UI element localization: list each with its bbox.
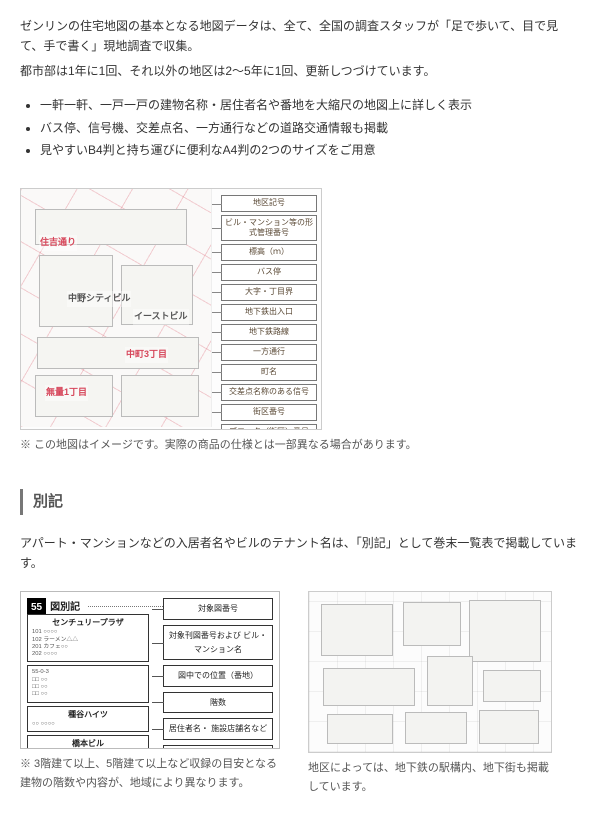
bekki-heading: 別記	[20, 489, 581, 515]
bekki-building-name: 種谷ハイツ	[32, 710, 144, 720]
map-legend-item: ビル・マンション等の形式管理番号	[221, 215, 317, 240]
station-figure	[308, 591, 552, 753]
map-legend-item: 大字・丁目界	[221, 284, 317, 301]
bekki-tag: 管理番号	[163, 745, 273, 749]
intro-block: ゼンリンの住宅地図の基本となる地図データは、全て、全国の調査スタッフが「足で歩い…	[20, 16, 581, 81]
bekki-building: センチュリープラザ101 ○○○○102 ラーメン△△201 カフェ○○202 …	[27, 614, 149, 662]
bekki-left-col: 55 図別記 センチュリープラザ101 ○○○○102 ラーメン△△201 カフ…	[20, 591, 280, 792]
map-legend-item: 地区記号	[221, 195, 317, 212]
bekki-buildings: センチュリープラザ101 ○○○○102 ラーメン△△201 カフェ○○202 …	[27, 614, 149, 749]
bekki-right-col: 地区によっては、地下鉄の駅構内、地下街も掲載しています。	[308, 591, 552, 796]
bekki-tag: 図中での位置（番地）	[163, 665, 273, 687]
bekki-columns: 55 図別記 センチュリープラザ101 ○○○○102 ラーメン△△201 カフ…	[20, 591, 581, 796]
intro-line1: ゼンリンの住宅地図の基本となる地図データは、全て、全国の調査スタッフが「足で歩い…	[20, 16, 581, 57]
bekki-tags: 対象図番号対象刊図番号および ビル・マンション名図中での位置（番地） 階数居住者名…	[163, 598, 273, 749]
map-figure-block: 住吉通り中野シティビルイーストビル中町3丁目無量1丁目 地区記号ビル・マンション…	[20, 188, 581, 455]
feature-list: 一軒一軒、一戸一戸の建物名称・居住者名や番地を大縮尺の地図上に詳しく表示バス停、…	[20, 95, 581, 160]
map-legend-item: ブロック（街区）番号	[221, 424, 317, 431]
bekki-tag: 対象刊図番号および ビル・マンション名	[163, 625, 273, 660]
map-area-label: 住吉通り	[39, 235, 77, 250]
bekki-building-line: □□ ○○	[32, 677, 144, 684]
map-caption: ※ この地図はイメージです。実際の商品の仕様とは一部異なる場合があります。	[20, 436, 581, 455]
map-block	[121, 375, 199, 417]
map-legend-item: 地下鉄路線	[221, 324, 317, 341]
bekki-building-line: 101 ○○○○	[32, 629, 144, 636]
map-legend-item: 一方通行	[221, 344, 317, 361]
map-legend-item: 地下鉄出入口	[221, 304, 317, 321]
map-legend-item: バス停	[221, 264, 317, 281]
bekki-building: 橋本ビル○○ ○○○○○○ ○○○○	[27, 735, 149, 749]
map-area-label: 中野シティビル	[67, 291, 131, 306]
map-legend: 地区記号ビル・マンション等の形式管理番号標高（ｍ） バス停大字・丁目界地下鉄出入口…	[221, 195, 317, 430]
bekki-building: 55-0-3□□ ○○□□ ○○□□ ○○	[27, 665, 149, 702]
bekki-building-name: 橋本ビル	[32, 739, 144, 749]
map-legend-item: 交差点名称のある信号	[221, 384, 317, 401]
bekki-figure: 55 図別記 センチュリープラザ101 ○○○○102 ラーメン△△201 カフ…	[20, 591, 280, 749]
bekki-building-line: ○○ ○○○○	[32, 721, 144, 728]
feature-item: 見やすいB4判と持ち運びに便利なA4判の2つのサイズをご用意	[40, 140, 581, 160]
bekki-building-line: □□ ○○	[32, 684, 144, 691]
bekki-tag: 居住者名・ 施設店舗名など	[163, 718, 273, 740]
feature-item: バス停、信号機、交差点名、一方通行などの道路交通情報も掲載	[40, 118, 581, 138]
bekki-building-line: 201 カフェ○○	[32, 644, 144, 651]
map-area-label: 中町3丁目	[125, 347, 168, 362]
bekki-building: 種谷ハイツ○○ ○○○○	[27, 706, 149, 732]
map-block	[37, 337, 199, 369]
intro-line2: 都市部は1年に1回、それ以外の地区は2～5年に1回、更新しつづけています。	[20, 61, 581, 81]
bekki-caption-right: 地区によっては、地下鉄の駅構内、地下街も掲載しています。	[308, 759, 550, 796]
feature-item: 一軒一軒、一戸一戸の建物名称・居住者名や番地を大縮尺の地図上に詳しく表示	[40, 95, 581, 115]
map-figure: 住吉通り中野シティビルイーストビル中町3丁目無量1丁目 地区記号ビル・マンション…	[20, 188, 322, 430]
map-area-label: 無量1丁目	[45, 385, 88, 400]
bekki-tag: 対象図番号	[163, 598, 273, 620]
map-legend-item: 町名	[221, 364, 317, 381]
bekki-building-line: 102 ラーメン△△	[32, 637, 144, 644]
bekki-caption-left: ※ 3階建て以上、5階建て以上など収録の目安となる建物の階数や内容が、地域により…	[20, 755, 280, 792]
bekki-building-line: 55-0-3	[32, 669, 144, 676]
bekki-tag: 階数	[163, 692, 273, 714]
bekki-desc: アパート・マンションなどの入居者名やビルのテナント名は、「別記」として巻末一覧表…	[20, 533, 581, 574]
map-legend-item: 標高（ｍ）	[221, 244, 317, 261]
map-area: 住吉通り中野シティビルイーストビル中町3丁目無量1丁目	[21, 189, 212, 427]
map-legend-item: 街区番号	[221, 404, 317, 421]
map-area-label: イーストビル	[133, 309, 189, 324]
bekki-building-line: □□ ○○	[32, 691, 144, 698]
bekki-building-line: 202 ○○○○	[32, 651, 144, 658]
bekki-building-name: センチュリープラザ	[32, 618, 144, 628]
